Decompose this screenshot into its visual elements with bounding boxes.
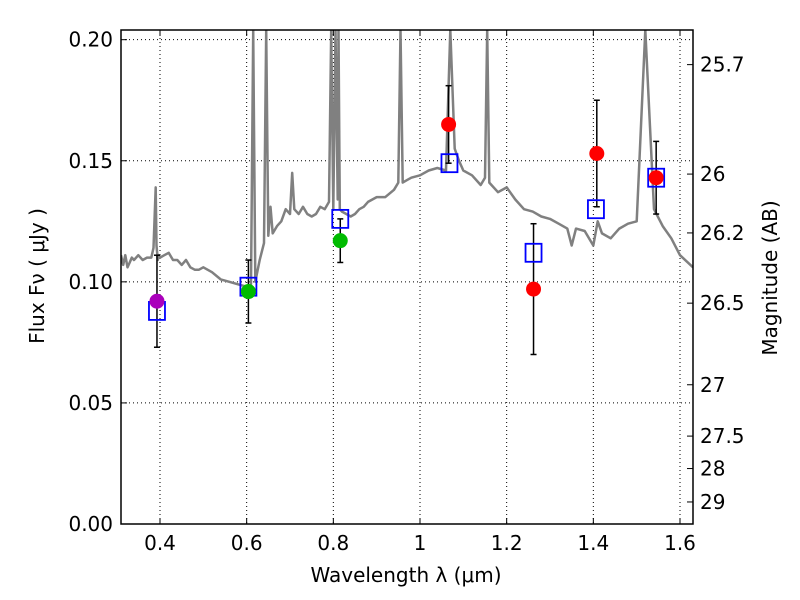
model-flux-square <box>440 153 459 174</box>
observed-flux-point <box>240 284 256 300</box>
x-tick-label: 1 <box>414 531 427 555</box>
model-spectrum <box>121 30 693 288</box>
x-tick-label: 0.6 <box>231 531 263 555</box>
right-axis-title: Magnitude (AB) <box>758 200 782 355</box>
right-tick-label: 26 <box>700 162 725 186</box>
right-tick-label: 25.7 <box>700 53 745 77</box>
observed-flux-point <box>526 281 542 297</box>
y-tick-label: 0.20 <box>68 28 113 52</box>
right-tick-label: 27 <box>700 373 725 397</box>
observed-flux-point <box>441 116 457 132</box>
x-tick-label: 0.4 <box>144 531 176 555</box>
x-tick-label: 0.8 <box>317 531 349 555</box>
plot-frame <box>120 29 694 525</box>
observed-flux-point <box>589 146 605 161</box>
right-tick-label: 28 <box>700 457 725 481</box>
model-flux-square <box>331 208 350 229</box>
model-flux-square <box>647 167 666 188</box>
axis-ticks: 0.4 0.6 0.8 1 1.2 1.4 1.6 0.00 0.05 0.10 0.15 0.20 2… <box>68 28 744 555</box>
right-tick-label: 26.5 <box>700 291 745 315</box>
observed-flux-point <box>332 233 348 249</box>
grid-lines <box>121 30 693 525</box>
y-axis-title: Flux Fν ( μJy ) <box>25 208 49 344</box>
x-tick-label: 1.6 <box>664 531 696 555</box>
observed-flux-point <box>149 293 165 309</box>
x-tick-label: 1.2 <box>491 531 523 555</box>
x-axis-title: Wavelength λ (μm) <box>310 563 501 587</box>
right-tick-label: 29 <box>700 490 725 514</box>
model-flux-square <box>524 242 543 263</box>
y-tick-label: 0.15 <box>68 149 113 173</box>
model-flux-square <box>587 199 605 220</box>
y-tick-label: 0.10 <box>68 270 113 294</box>
right-tick-label: 26.2 <box>700 221 745 245</box>
spectrum-line <box>121 30 693 288</box>
y-tick-label: 0.05 <box>68 391 113 415</box>
observed-flux-point <box>648 170 664 186</box>
x-tick-label: 1.4 <box>577 531 609 555</box>
right-tick-label: 27.5 <box>700 424 745 448</box>
y-tick-label: 0.00 <box>68 512 113 536</box>
data-points <box>148 84 666 356</box>
